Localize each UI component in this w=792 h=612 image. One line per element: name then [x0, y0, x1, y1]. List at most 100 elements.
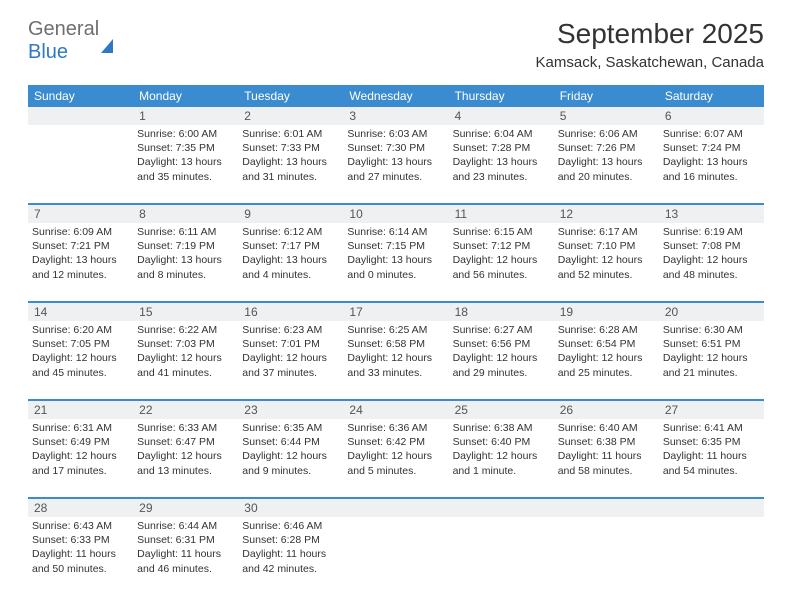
day-detail-line: Sunset: 6:58 PM	[347, 337, 444, 351]
day-number: 30	[238, 499, 343, 517]
day-number: 7	[28, 205, 133, 223]
day-detail-line: Sunrise: 6:43 AM	[32, 519, 129, 533]
day-detail-line: Sunrise: 6:33 AM	[137, 421, 234, 435]
day-detail-line: Daylight: 12 hours	[137, 351, 234, 365]
day-detail-line: and 54 minutes.	[663, 464, 760, 478]
day-detail-line: Sunset: 7:10 PM	[558, 239, 655, 253]
day-cell: Sunrise: 6:31 AMSunset: 6:49 PMDaylight:…	[28, 419, 133, 497]
day-number: 20	[659, 303, 764, 321]
day-cell: Sunrise: 6:07 AMSunset: 7:24 PMDaylight:…	[659, 125, 764, 203]
day-detail-line: Sunset: 7:35 PM	[137, 141, 234, 155]
day-detail-line: and 16 minutes.	[663, 170, 760, 184]
day-detail-line: and 0 minutes.	[347, 268, 444, 282]
daynum-row: 123456	[28, 107, 764, 125]
day-detail-line: Sunset: 7:08 PM	[663, 239, 760, 253]
calendar-page: General Blue September 2025 Kamsack, Sas…	[0, 0, 792, 605]
title-block: September 2025 Kamsack, Saskatchewan, Ca…	[536, 18, 764, 71]
day-detail-line: Sunset: 6:31 PM	[137, 533, 234, 547]
day-cell: Sunrise: 6:09 AMSunset: 7:21 PMDaylight:…	[28, 223, 133, 301]
day-detail-line: Daylight: 12 hours	[347, 449, 444, 463]
day-detail-line: Sunrise: 6:12 AM	[242, 225, 339, 239]
day-detail-line: Sunset: 6:38 PM	[558, 435, 655, 449]
day-detail-line: Sunrise: 6:04 AM	[453, 127, 550, 141]
day-detail-line: and 25 minutes.	[558, 366, 655, 380]
day-detail-line: Sunset: 6:56 PM	[453, 337, 550, 351]
day-detail-line: Sunrise: 6:15 AM	[453, 225, 550, 239]
week-row: Sunrise: 6:00 AMSunset: 7:35 PM Daylight:…	[28, 125, 764, 205]
day-detail-line: and 27 minutes.	[347, 170, 444, 184]
day-detail-line: Daylight: 11 hours	[137, 547, 234, 561]
day-detail-line: Sunset: 7:01 PM	[242, 337, 339, 351]
day-detail-line: and 8 minutes.	[137, 268, 234, 282]
day-number: 2	[238, 107, 343, 125]
day-detail-line: Sunrise: 6:06 AM	[558, 127, 655, 141]
day-detail-line: Sunset: 7:17 PM	[242, 239, 339, 253]
day-detail-line: Sunset: 6:51 PM	[663, 337, 760, 351]
day-detail-line: Daylight: 13 hours	[242, 253, 339, 267]
day-number	[28, 107, 133, 125]
day-detail-line: Daylight: 11 hours	[663, 449, 760, 463]
day-detail-line: and 45 minutes.	[32, 366, 129, 380]
day-detail-line: Daylight: 12 hours	[663, 253, 760, 267]
day-cell: Sunrise: 6:22 AMSunset: 7:03 PMDaylight:…	[133, 321, 238, 399]
day-detail-line: Daylight: 11 hours	[242, 547, 339, 561]
day-number: 15	[133, 303, 238, 321]
day-detail-line: Sunset: 7:33 PM	[242, 141, 339, 155]
day-detail-line: Sunrise: 6:19 AM	[663, 225, 760, 239]
day-detail-line: Sunrise: 6:22 AM	[137, 323, 234, 337]
day-cell: Sunrise: 6:40 AMSunset: 6:38 PMDaylight:…	[554, 419, 659, 497]
day-detail-line: Daylight: 13 hours	[347, 253, 444, 267]
day-header-row: Sunday Monday Tuesday Wednesday Thursday…	[28, 85, 764, 107]
day-cell: Sunrise: 6:15 AMSunset: 7:12 PMDaylight:…	[449, 223, 554, 301]
day-number	[554, 499, 659, 517]
day-cell	[554, 517, 659, 595]
day-detail-line: and 23 minutes.	[453, 170, 550, 184]
day-detail-line: and 13 minutes.	[137, 464, 234, 478]
day-detail-line: Daylight: 12 hours	[32, 449, 129, 463]
day-detail-line: and 41 minutes.	[137, 366, 234, 380]
day-detail-line: Sunset: 7:24 PM	[663, 141, 760, 155]
week-row: Sunrise: 6:20 AMSunset: 7:05 PMDaylight:…	[28, 321, 764, 401]
day-detail-line: Daylight: 12 hours	[453, 449, 550, 463]
day-number: 23	[238, 401, 343, 419]
day-detail-line: Sunrise: 6:23 AM	[242, 323, 339, 337]
day-number: 27	[659, 401, 764, 419]
day-detail-line: Daylight: 12 hours	[558, 351, 655, 365]
day-header-mon: Monday	[133, 85, 238, 107]
day-number: 6	[659, 107, 764, 125]
day-number: 16	[238, 303, 343, 321]
day-cell: Sunrise: 6:12 AMSunset: 7:17 PMDaylight:…	[238, 223, 343, 301]
day-cell: Sunrise: 6:03 AMSunset: 7:30 PMDaylight:…	[343, 125, 448, 203]
day-detail-line: Sunrise: 6:25 AM	[347, 323, 444, 337]
day-detail-line: Sunrise: 6:07 AM	[663, 127, 760, 141]
day-detail-line: Sunrise: 6:30 AM	[663, 323, 760, 337]
day-detail-line: Daylight: 13 hours	[32, 253, 129, 267]
day-number	[449, 499, 554, 517]
week-row: Sunrise: 6:43 AMSunset: 6:33 PMDaylight:…	[28, 517, 764, 595]
day-detail-line: Sunrise: 6:40 AM	[558, 421, 655, 435]
day-detail-line: Sunrise: 6:35 AM	[242, 421, 339, 435]
day-detail-line: Daylight: 11 hours	[32, 547, 129, 561]
day-detail-line: and 20 minutes.	[558, 170, 655, 184]
day-detail-line: Sunrise: 6:00 AM	[137, 127, 234, 141]
day-detail-line: Sunset: 7:19 PM	[137, 239, 234, 253]
day-number: 1	[133, 107, 238, 125]
day-cell: Sunrise: 6:04 AMSunset: 7:28 PMDaylight:…	[449, 125, 554, 203]
day-detail-line: and 52 minutes.	[558, 268, 655, 282]
day-detail-line: Sunset: 6:47 PM	[137, 435, 234, 449]
day-detail-line: Sunset: 6:28 PM	[242, 533, 339, 547]
day-detail-line: Daylight: 12 hours	[32, 351, 129, 365]
day-detail-line: and 29 minutes.	[453, 366, 550, 380]
daynum-row: 21222324252627	[28, 401, 764, 419]
day-detail-line: Sunset: 7:28 PM	[453, 141, 550, 155]
day-detail-line: and 37 minutes.	[242, 366, 339, 380]
day-detail-line: Sunrise: 6:11 AM	[137, 225, 234, 239]
day-detail-line: Daylight: 11 hours	[558, 449, 655, 463]
day-detail-line: and 12 minutes.	[32, 268, 129, 282]
day-detail-line: Daylight: 13 hours	[453, 155, 550, 169]
day-cell	[343, 517, 448, 595]
header-row: General Blue September 2025 Kamsack, Sas…	[28, 18, 764, 71]
day-detail-line: Sunset: 6:40 PM	[453, 435, 550, 449]
day-header-fri: Friday	[554, 85, 659, 107]
day-detail-line: and 46 minutes.	[137, 562, 234, 576]
